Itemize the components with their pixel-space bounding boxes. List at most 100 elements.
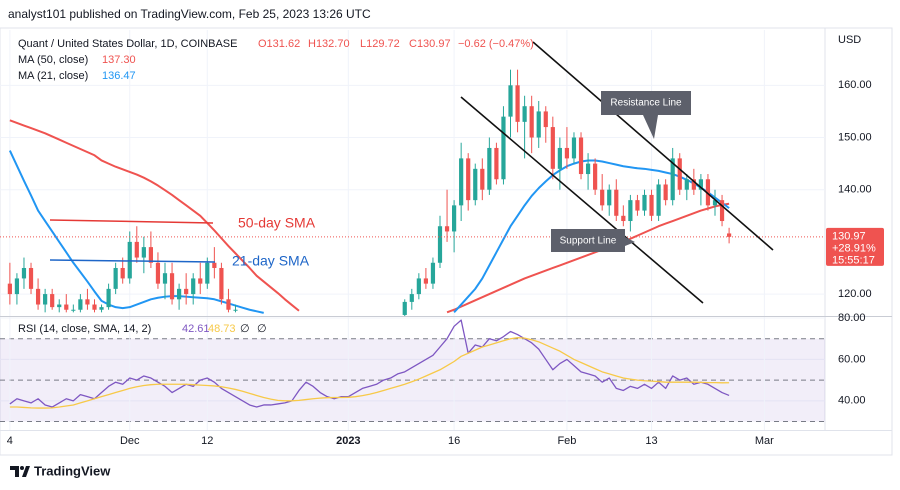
candle-body xyxy=(494,147,499,180)
annotation: Resistance Line xyxy=(610,98,682,109)
candle-body xyxy=(57,304,62,308)
rsi-legend-value: 48.73 xyxy=(208,323,236,335)
candle-body xyxy=(522,106,527,122)
ma-legend-value: 136.47 xyxy=(102,70,136,82)
rsi-pane xyxy=(0,317,825,430)
candle-body xyxy=(635,200,640,211)
chart-frame xyxy=(0,27,893,456)
annotation: 50-day SMA xyxy=(238,215,316,231)
tradingview-logo xyxy=(10,466,30,477)
candle-body xyxy=(607,189,612,206)
rsi-line xyxy=(9,319,730,408)
candle-body xyxy=(92,304,97,310)
candle-body xyxy=(184,288,189,295)
candle-body xyxy=(134,241,139,258)
candle-body xyxy=(35,288,41,305)
candle-body xyxy=(423,278,428,284)
candle-body xyxy=(585,163,591,175)
candle-body xyxy=(642,194,647,211)
ohlc-legend: L129.72 xyxy=(360,38,400,50)
rsi-legend-extra: ∅ xyxy=(240,323,250,335)
candle-body xyxy=(71,309,76,311)
rsi-line xyxy=(9,337,730,409)
x-tick-label: Mar xyxy=(755,435,774,447)
last-price-box xyxy=(826,227,884,266)
candle-body xyxy=(14,278,20,295)
candle-body xyxy=(120,267,125,279)
candle-body xyxy=(691,179,696,190)
x-tick-label: 13 xyxy=(645,435,657,447)
candle-body xyxy=(233,309,238,311)
candle-body xyxy=(99,307,104,310)
ohlc-legend: −0.62 (−0.47%) xyxy=(458,38,534,50)
moving-average-line xyxy=(9,119,730,314)
candle-body xyxy=(148,247,153,263)
rsi-legend-extra: ∅ xyxy=(257,323,267,335)
candle-body xyxy=(409,294,414,302)
logo-dot xyxy=(20,466,24,470)
x-tick-label: Dec xyxy=(120,435,140,447)
candle-body xyxy=(677,158,682,190)
candle-body xyxy=(155,262,161,284)
last-price-label: +28.91% xyxy=(832,243,876,255)
candle-body xyxy=(487,147,492,190)
candle-body xyxy=(106,288,111,308)
candle-body xyxy=(212,262,217,268)
ma-legend-name: MA (50, close) xyxy=(18,54,88,66)
candle-body xyxy=(564,147,570,159)
candle-body xyxy=(43,294,48,305)
candle-body xyxy=(600,189,605,206)
candle-body xyxy=(529,106,534,138)
candle-body xyxy=(543,111,548,128)
candle-body xyxy=(113,267,118,289)
sma21-marker-line xyxy=(49,259,216,263)
candle-body xyxy=(614,189,619,216)
currency-label: USD xyxy=(838,34,861,46)
y-tick-label: 160.00 xyxy=(838,79,872,91)
candle-body xyxy=(444,226,450,232)
ohlc-legend: O131.62 xyxy=(258,38,300,50)
candle-body xyxy=(7,283,12,295)
candle-body xyxy=(205,262,210,284)
resistance-callout xyxy=(601,91,691,139)
y-tick-label: 120.00 xyxy=(838,288,872,300)
candle-body xyxy=(649,194,654,216)
candle-body xyxy=(177,288,182,300)
candle-body xyxy=(501,116,506,180)
candle-body xyxy=(480,168,485,190)
candle-body xyxy=(698,179,703,190)
x-tick-label: 16 xyxy=(448,435,460,447)
candle-body xyxy=(64,304,69,310)
candle-body xyxy=(557,147,562,169)
candle-body xyxy=(452,205,457,232)
candle-body xyxy=(466,158,471,201)
candle-body xyxy=(508,85,513,117)
rsi-tick-label: 80.00 xyxy=(838,312,866,324)
sma50-marker-line xyxy=(49,219,214,224)
candle-body xyxy=(656,184,661,216)
ma-legend-value: 137.30 xyxy=(102,54,136,66)
rsi-tick-label: 40.00 xyxy=(838,395,866,407)
candle-body xyxy=(663,184,668,201)
ohlc-legend: C130.97 xyxy=(409,38,451,50)
candle-body xyxy=(226,299,231,310)
resistance-trendline xyxy=(532,41,774,251)
candle-body xyxy=(684,179,689,190)
candle-body xyxy=(219,267,224,300)
last-price-label: 130.97 xyxy=(832,231,866,243)
rsi-tick-label: 60.00 xyxy=(838,353,866,365)
ohlc-legend: H132.70 xyxy=(308,38,350,50)
candle-body xyxy=(578,137,584,175)
candle-body xyxy=(78,299,83,310)
support-trendline xyxy=(460,96,704,304)
candle-body xyxy=(21,267,27,279)
candle-body xyxy=(28,267,34,289)
ma-legend-name: MA (21, close) xyxy=(18,70,88,82)
candle-body xyxy=(670,158,675,201)
candle-body xyxy=(437,226,443,263)
candle-body xyxy=(719,200,725,222)
footer-brand: TradingView xyxy=(34,463,111,478)
candle-body xyxy=(571,137,577,159)
logo-mark xyxy=(22,466,30,477)
